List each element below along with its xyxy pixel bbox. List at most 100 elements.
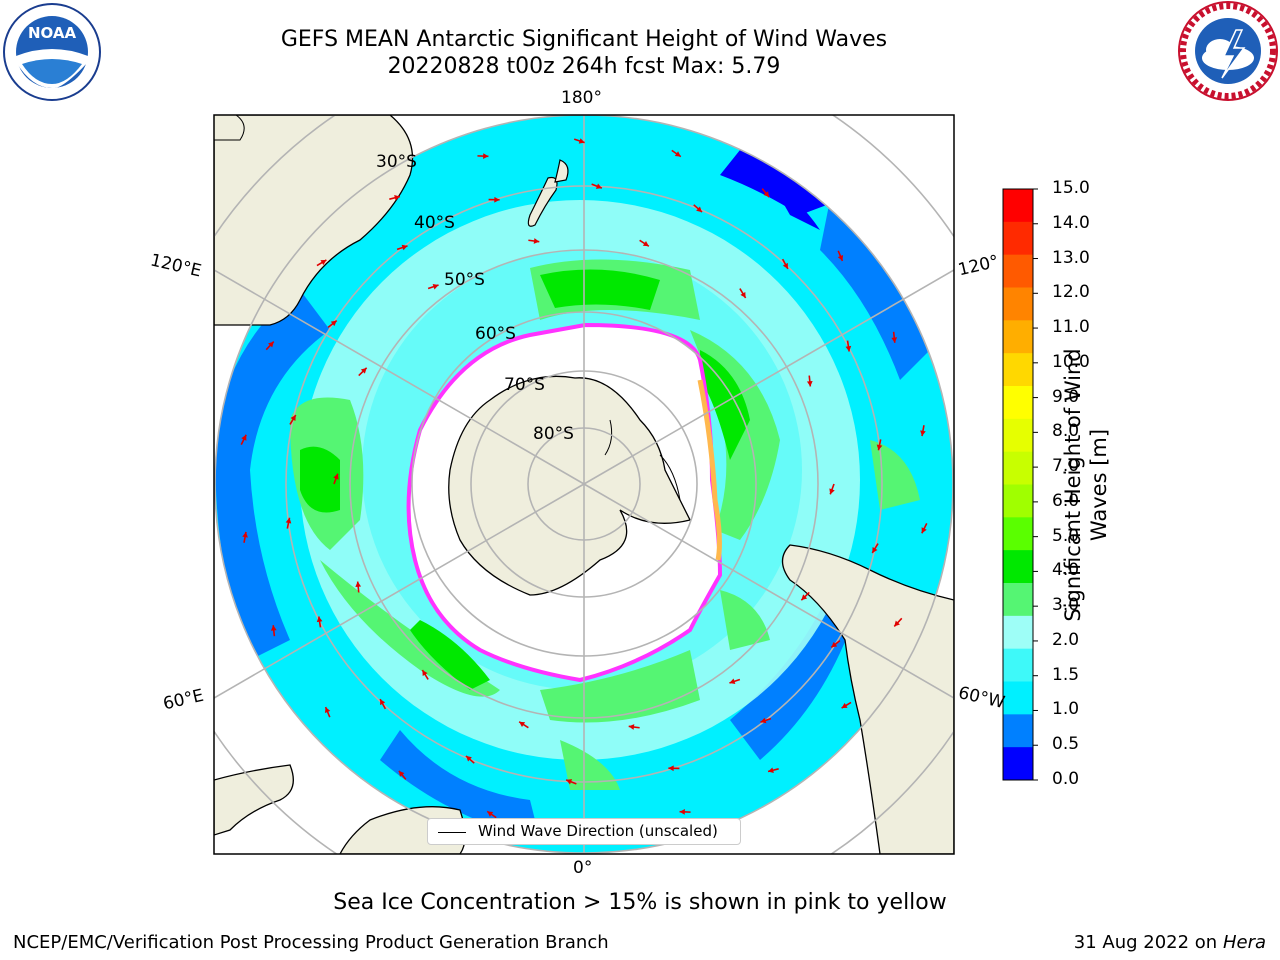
wind-wave-arrowhead: [241, 434, 247, 441]
wind-wave-arrowhead: [483, 153, 489, 159]
wind-wave-arrowhead: [642, 240, 649, 247]
colorbar-segment: [1003, 386, 1033, 420]
wind-wave-arrowhead: [566, 779, 573, 785]
colorbar-segment: [1003, 517, 1033, 551]
wind-wave-arrowhead: [876, 444, 883, 451]
colorbar-tick-label: 5.0: [1052, 525, 1080, 546]
madagascar-landmass: [214, 764, 294, 836]
colorbar-tick-label: 9.0: [1052, 386, 1080, 407]
wind-wave-arrowhead: [316, 616, 323, 623]
colorbar-tick-label: 4.0: [1052, 560, 1080, 581]
wind-wave-arrowhead: [330, 320, 337, 327]
noaa-logo: NOAA: [3, 3, 101, 101]
legend-label: Wind Wave Direction (unscaled): [478, 822, 718, 840]
colorbar-segment: [1003, 583, 1033, 617]
wind-wave-arrowhead: [519, 721, 526, 728]
wind-wave-arrowhead: [333, 473, 339, 480]
colorbar-tick-label: 2.0: [1052, 629, 1080, 650]
wind-wave-arrowhead: [401, 244, 408, 251]
colorbar-tick-label: 0.5: [1052, 734, 1080, 755]
wind-wave-arrowhead: [242, 531, 248, 538]
wind-wave-arrowhead: [845, 345, 852, 352]
colorbar-segment: [1003, 320, 1033, 354]
noaa-logo-text: NOAA: [28, 24, 77, 42]
colorbar-tick-label: 10.0: [1052, 351, 1090, 372]
lat-label-30s: 30°S: [376, 152, 417, 172]
wind-wave-arrowhead: [668, 765, 674, 772]
wind-wave-arrowhead: [763, 191, 770, 198]
wind-wave-arrowhead: [841, 702, 848, 709]
colorbar-segment: [1003, 221, 1033, 256]
colorbar-tick-label: 3.0: [1052, 595, 1080, 616]
wind-wave-arrowhead: [290, 415, 296, 422]
wind-wave-arrowhead: [320, 259, 327, 266]
wind-wave-arrowhead: [578, 138, 585, 144]
colorbar-title: Significant Height of Wind Waves [m]: [1061, 348, 1111, 622]
colorbar-tick-label: 11.0: [1052, 317, 1090, 338]
wind-wave-arrowhead: [891, 337, 898, 343]
wind-wave-arrowhead: [696, 206, 702, 213]
wind-wave-arrowhead: [394, 194, 400, 201]
wind-wave-arrowhead: [872, 546, 878, 553]
wind-wave-arrowhead: [380, 699, 386, 706]
wind-wave-arrowhead: [494, 196, 500, 203]
wind-wave-arrowhead: [782, 262, 788, 269]
wind-wave-arrowhead: [270, 625, 277, 631]
colorbar-segment: [1003, 254, 1033, 288]
footer-date-text: 31 Aug 2022 on: [1073, 932, 1218, 953]
colorbar-tick-label: 8.0: [1052, 421, 1080, 442]
colorbar-tick-label: 7.0: [1052, 456, 1080, 477]
colorbar-frame: [1002, 188, 1034, 781]
colorbar-segment: [1003, 747, 1033, 781]
colorbar-tick-label: 6.0: [1052, 490, 1080, 511]
lon-label-180: 180°: [561, 88, 602, 108]
sea-ice-note: Sea Ice Concentration > 15% is shown in …: [333, 890, 947, 915]
lat-label-40s: 40°S: [414, 213, 455, 233]
wind-wave-arrowhead: [628, 724, 635, 730]
colorbar-segment: [1003, 418, 1033, 453]
map-legend: Wind Wave Direction (unscaled): [427, 818, 741, 845]
colorbar-segment: [1003, 189, 1033, 223]
wind-wave-arrowhead: [268, 341, 274, 348]
wind-wave-arrowhead: [729, 678, 736, 685]
australia-landmass: [214, 115, 414, 326]
colorbar-segment: [1003, 353, 1033, 387]
wind-wave-arrowhead: [533, 238, 540, 244]
wind-wave-arrowhead: [432, 283, 439, 290]
colorbar-segment: [1003, 287, 1033, 321]
antarctica-continent: [448, 375, 691, 596]
wind-wave-arrowhead: [921, 527, 927, 534]
colorbar-tick-label: 0.0: [1052, 769, 1080, 789]
wind-wave-arrowhead: [837, 254, 844, 261]
wind-wave-arrowhead: [760, 717, 767, 724]
lat-label-70s: 70°S: [504, 375, 545, 395]
lon-label-0: 0°: [573, 858, 593, 878]
footer-host: Hera: [1222, 932, 1266, 953]
colorbar-segment: [1003, 648, 1033, 682]
map-frame: [213, 114, 955, 855]
colorbar-tick-label: 15.0: [1052, 178, 1090, 198]
wind-wave-arrowhead: [355, 581, 362, 588]
colorbar-segment: [1003, 550, 1033, 584]
wind-wave-arrowhead: [285, 517, 292, 524]
colorbar-tick-label: 1.5: [1052, 664, 1080, 685]
wind-wave-arrowhead: [768, 767, 774, 774]
wind-wave-arrows: [240, 138, 928, 830]
wind-wave-arrowhead: [487, 811, 494, 817]
colorbar-tick-label: 13.0: [1052, 247, 1090, 268]
colorbar-segment: [1003, 451, 1033, 485]
wind-wave-arrowhead: [466, 755, 472, 762]
map-title: GEFS MEAN Antarctic Significant Height o…: [280, 27, 888, 52]
new-zealand-landmass: [527, 176, 558, 227]
wind-wave-arrowhead: [801, 594, 808, 601]
lat-label-60s: 60°S: [475, 324, 516, 344]
legend-line-icon: [438, 832, 466, 833]
colorbar-tick-label: 12.0: [1052, 282, 1090, 303]
wind-wave-arrowhead: [422, 670, 428, 677]
wind-wave-arrowhead: [831, 641, 838, 648]
colorbar-tick-label: 14.0: [1052, 212, 1090, 233]
nws-logo: [1178, 1, 1278, 101]
colorbar-segment: [1003, 615, 1033, 650]
colorbar-segment: [1003, 681, 1033, 715]
